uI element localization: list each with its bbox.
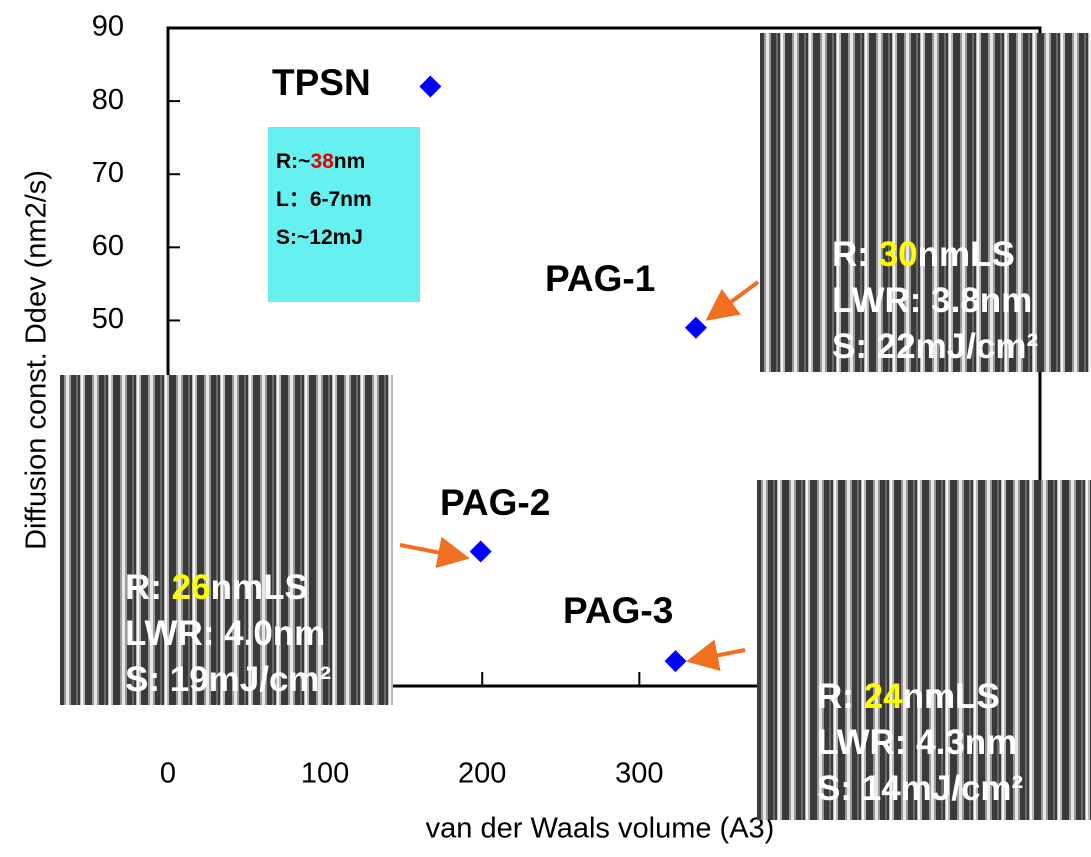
stripes [760, 33, 1091, 372]
data-point [469, 540, 492, 563]
highlight-value: 38 [310, 150, 334, 173]
arrow [686, 639, 746, 672]
point-label: PAG-2 [440, 482, 551, 523]
panel-text: R: 24nmLS LWR: 4.3nm S: 14mJ/cm² [817, 674, 1023, 812]
sem-image: R: 24nmLS LWR: 4.3nm S: 14mJ/cm² [757, 480, 1091, 820]
data-point [664, 650, 687, 673]
y-axis-label: Diffusion const. Ddev (nm2/s) [21, 170, 53, 550]
point-label: PAG-3 [563, 590, 674, 631]
y-tick-label: 50 [92, 303, 124, 335]
sem-texture [760, 33, 1091, 372]
highlight-value: 24 [863, 677, 903, 716]
x-tick-label: 0 [160, 758, 176, 790]
text-line: R:~38nm [276, 148, 386, 176]
text-part: R: [832, 235, 879, 274]
text-line: LWR: 4.3nm [817, 723, 1018, 762]
sem-texture [757, 480, 1091, 820]
note-box [268, 127, 420, 302]
panel-text: R: 26nmLS LWR: 4.0nm S: 19mJ/cm² [125, 565, 331, 703]
sem-image: R: 26nmLS LWR: 4.0nm S: 19mJ/cm² [60, 375, 393, 705]
x-tick-label: 300 [615, 758, 663, 790]
text-line: R: 24nmLS [817, 674, 1023, 720]
text-part: nm [333, 150, 366, 173]
text-part: R: [125, 568, 172, 607]
text-line: R: 30nmLS [832, 232, 1038, 278]
stripes [60, 375, 393, 705]
highlight-value: 26 [171, 568, 211, 607]
x-axis-label: van der Waals volume (A3) [426, 813, 775, 845]
text-line: S:~12mJ [276, 226, 363, 249]
text-line: S: 14mJ/cm² [817, 769, 1024, 808]
text-line: R: 26nmLS [125, 565, 331, 611]
text-part: nmLS [917, 235, 1015, 274]
text-part: R:~ [276, 150, 311, 173]
sem-texture [60, 375, 393, 705]
text-line: S: 22mJ/cm² [832, 327, 1039, 366]
y-tick-label: 80 [92, 84, 124, 116]
text-line: LWR: 3.8nm [832, 281, 1033, 320]
text-line: LWR: 4.0nm [125, 614, 326, 653]
highlight-value: 30 [878, 235, 918, 274]
y-tick-label: 90 [92, 11, 124, 43]
point-label: TPSN [272, 62, 371, 103]
x-tick-label: 200 [458, 758, 506, 790]
arrow [705, 280, 760, 321]
stripes [757, 480, 1091, 820]
arrow [399, 536, 470, 569]
point-label: PAG-1 [545, 258, 656, 299]
text-part: nmLS [210, 568, 308, 607]
data-point [684, 316, 707, 339]
x-tick-label: 100 [301, 758, 349, 790]
panel-text: R: 30nmLS LWR: 3.8nm S: 22mJ/cm² [832, 232, 1038, 370]
data-point [419, 75, 442, 98]
text-line: L：6-7nm [276, 188, 372, 211]
text-part: nmLS [902, 677, 1000, 716]
text-line: S: 19mJ/cm² [125, 660, 332, 699]
text-part: R: [817, 677, 864, 716]
sem-image: R: 30nmLS LWR: 3.8nm S: 22mJ/cm² [760, 33, 1091, 372]
y-tick-label: 70 [92, 157, 124, 189]
y-tick-label: 60 [92, 230, 124, 262]
note-text: R:~38nm L：6-7nm S:~12mJ [276, 148, 386, 262]
